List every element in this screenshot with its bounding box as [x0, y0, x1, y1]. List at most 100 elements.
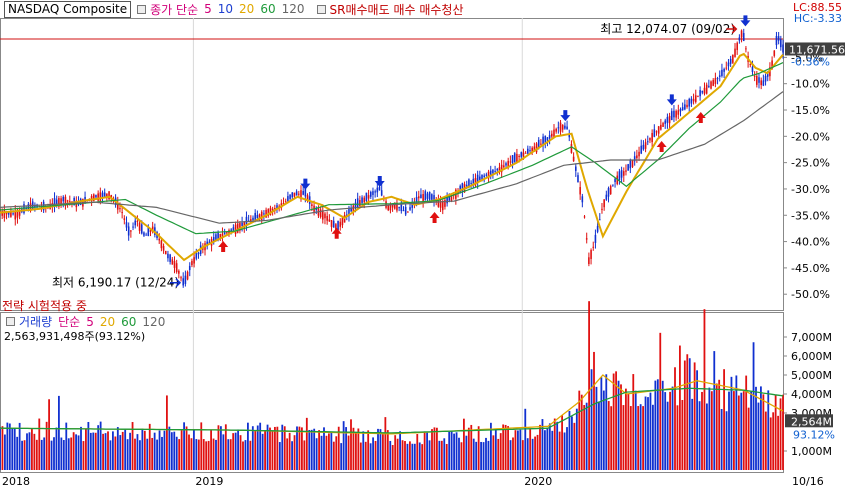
volume-bar — [399, 431, 401, 470]
volume-bar — [463, 418, 465, 470]
volume-bar — [359, 442, 362, 470]
volume-tick-label: 5,000M — [791, 369, 832, 382]
candle-body — [173, 260, 176, 268]
volume-bar — [347, 435, 350, 470]
volume-bar — [364, 441, 367, 470]
candle-body — [479, 176, 481, 180]
candle-body — [260, 211, 263, 221]
price-tick-label: -40.0% — [791, 236, 830, 249]
ma-line-120 — [0, 91, 784, 224]
candle-body — [588, 257, 590, 264]
candle-body — [675, 110, 677, 118]
volume-bar — [332, 441, 335, 470]
candle-body — [1, 211, 3, 216]
volume-bar — [185, 426, 188, 470]
symbol-selector[interactable]: NASDAQ Composite — [4, 0, 132, 18]
volume-bar — [431, 429, 433, 470]
volume-square-icon[interactable] — [6, 317, 15, 326]
volume-bar — [53, 437, 55, 470]
candle-body — [721, 69, 723, 76]
candle-body — [369, 191, 372, 197]
candle-body — [701, 90, 704, 93]
volume-bar — [526, 438, 529, 470]
min-arrow-icon — [170, 278, 182, 288]
candle-body — [350, 208, 352, 212]
max-annotation: 최고 12,074.07 (09/02) — [600, 22, 735, 36]
volume-bar — [475, 441, 478, 470]
settings-square-icon[interactable] — [137, 4, 147, 14]
candle-body — [60, 198, 62, 204]
volume-bar — [485, 437, 487, 470]
volume-bar — [710, 391, 713, 470]
volume-bar — [406, 443, 409, 470]
volume-bar — [411, 443, 414, 470]
volume-bar — [445, 443, 448, 470]
candle-body — [780, 39, 782, 48]
volume-bar — [362, 431, 365, 470]
candle-body — [221, 233, 224, 237]
candle-body — [7, 211, 10, 215]
volume-bar — [148, 423, 151, 470]
candle-body — [234, 224, 237, 234]
candle-body — [551, 133, 553, 137]
volume-bar — [632, 374, 635, 470]
candle-body — [703, 87, 706, 94]
volume-bar — [0, 427, 1, 470]
candle-body — [681, 107, 684, 111]
candle-body — [564, 125, 566, 129]
volume-bar — [156, 439, 158, 470]
buy-signal-icon — [218, 240, 229, 252]
candle-body — [167, 253, 169, 259]
volume-bar — [536, 434, 539, 470]
volume-bar — [639, 404, 642, 470]
volume-bar — [615, 371, 617, 470]
candle-body — [278, 205, 280, 207]
volume-bar — [546, 427, 549, 470]
volume-bar — [161, 436, 163, 470]
volume-bar — [85, 428, 87, 470]
volume-bar — [247, 422, 249, 470]
volume-bar — [575, 408, 578, 470]
candle-body — [505, 163, 507, 166]
volume-bar — [151, 437, 154, 470]
candle-body — [631, 159, 634, 167]
candle-body — [164, 250, 167, 255]
candle-body — [171, 259, 174, 265]
candle-body — [716, 78, 719, 80]
candle-body — [592, 246, 595, 248]
candle-body — [605, 194, 608, 200]
volume-bar — [310, 429, 313, 470]
candle-body — [596, 226, 599, 232]
volume-bar — [647, 397, 649, 470]
price-tick-label: -10.0% — [791, 78, 830, 91]
candle-body — [585, 238, 588, 240]
volume-bar — [477, 426, 480, 470]
candle-body — [424, 191, 427, 201]
candle-body — [226, 232, 228, 234]
candle-body — [446, 195, 448, 204]
signal-square-icon[interactable] — [316, 4, 326, 14]
candle-body — [537, 139, 540, 149]
volume-bar — [335, 436, 338, 470]
volume-bar — [482, 442, 485, 470]
volume-tick-label: 1,000M — [791, 445, 832, 458]
candle-body — [603, 199, 605, 208]
candle-body — [236, 223, 239, 233]
volume-bar — [320, 435, 323, 470]
candle-body — [636, 155, 638, 159]
volume-bar — [97, 425, 100, 470]
candle-body — [769, 67, 771, 77]
candle-body — [712, 80, 715, 86]
candle-body — [607, 188, 610, 197]
candle-body — [367, 195, 370, 199]
volume-bar — [386, 430, 389, 470]
candle-body — [444, 199, 446, 207]
candle-body — [311, 204, 313, 206]
volume-bar — [372, 437, 374, 470]
volume-bar — [75, 434, 77, 470]
volume-bar — [323, 427, 325, 470]
candle-body — [263, 213, 265, 215]
volume-tick-label: 7,000M — [791, 331, 832, 344]
candle-body — [649, 137, 651, 141]
candle-body — [306, 195, 309, 201]
